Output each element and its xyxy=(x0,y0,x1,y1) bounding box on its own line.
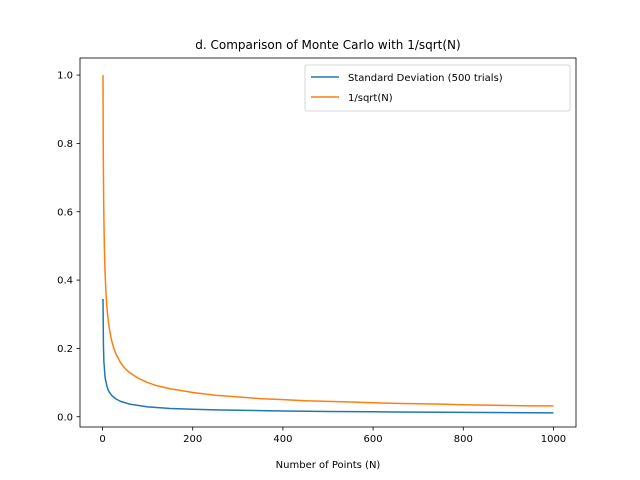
x-tick-label: 600 xyxy=(364,434,383,445)
x-tick-label: 800 xyxy=(454,434,473,445)
y-tick-label: 0.4 xyxy=(57,276,73,287)
y-tick-label: 0.8 xyxy=(57,139,73,150)
y-axis: 0.0 0.2 0.4 0.6 0.8 1.0 xyxy=(57,71,80,423)
y-tick-label: 0.2 xyxy=(57,344,73,355)
x-axis: 0 200 400 600 800 1000 xyxy=(99,427,566,445)
legend-box xyxy=(304,64,571,112)
x-axis-label: Number of Points (N) xyxy=(276,460,381,471)
plot-area xyxy=(102,75,554,414)
series-line-1 xyxy=(102,298,554,414)
series-line-2 xyxy=(102,75,554,407)
legend-label-2: 1/sqrt(N) xyxy=(348,93,393,104)
legend-label-1: Standard Deviation (500 trials) xyxy=(348,73,503,84)
x-tick-label: 200 xyxy=(183,434,202,445)
x-tick-label: 0 xyxy=(99,434,105,445)
x-tick-label: 1000 xyxy=(541,434,566,445)
chart-title: d. Comparison of Monte Carlo with 1/sqrt… xyxy=(195,38,460,52)
axes-frame xyxy=(79,57,577,428)
y-tick-label: 0.0 xyxy=(57,412,73,423)
legend: Standard Deviation (500 trials) 1/sqrt(N) xyxy=(304,64,571,112)
y-tick-label: 0.6 xyxy=(57,207,73,218)
x-tick-label: 400 xyxy=(273,434,292,445)
y-tick-label: 1.0 xyxy=(57,71,73,82)
